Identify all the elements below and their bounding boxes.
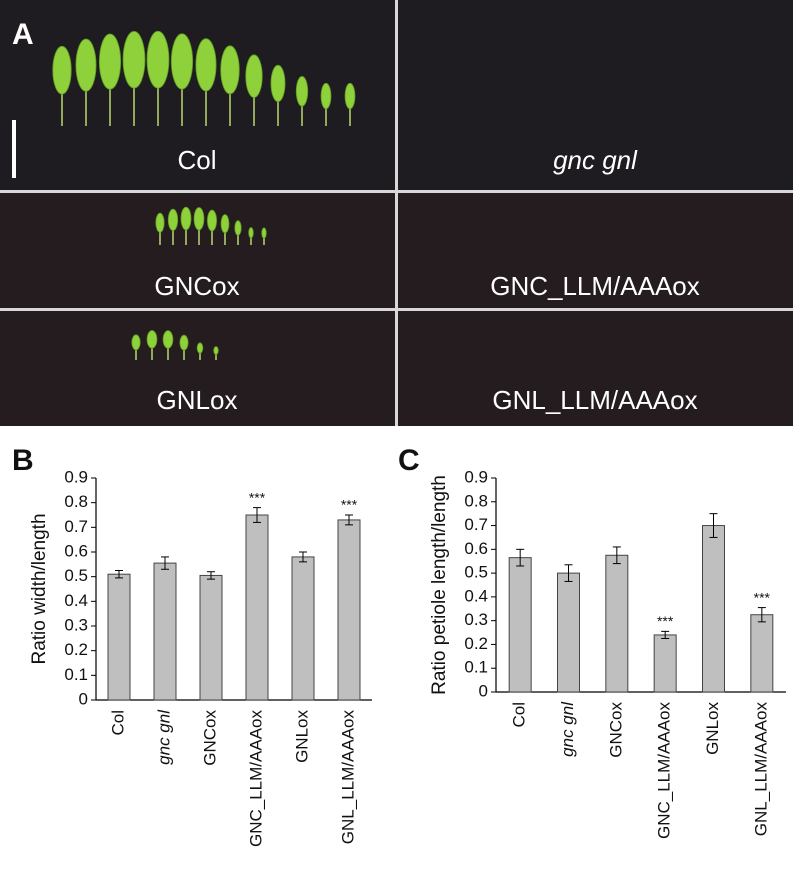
- bar: [653, 634, 677, 693]
- leaf: [234, 220, 242, 236]
- bar: [702, 525, 725, 693]
- leaf: [155, 212, 165, 233]
- y-tick-label: 0.2: [464, 634, 488, 653]
- bar: [245, 514, 269, 701]
- y-tick-label: 0.4: [464, 586, 488, 605]
- y-axis-label: Ratio width/length: [29, 513, 50, 664]
- leaf: [167, 208, 179, 232]
- panel-letter: C: [398, 444, 420, 477]
- x-tick-label: gnc gnl: [558, 701, 577, 757]
- y-tick-label: 0.5: [464, 563, 488, 582]
- leaf: [162, 330, 174, 349]
- panel-caption: Col: [177, 145, 216, 175]
- bar: [199, 574, 223, 701]
- y-tick-label: 0.3: [464, 610, 488, 629]
- panel-caption: GNCox: [154, 271, 239, 301]
- panel-caption: gnc gnl: [553, 145, 638, 175]
- y-tick-label: 0.1: [464, 658, 488, 677]
- y-tick-label: 0.4: [64, 591, 88, 610]
- x-tick-label: gnc gnl: [154, 709, 173, 765]
- panel-caption: GNC_LLM/AAAox: [490, 271, 700, 301]
- photo-panel: [0, 311, 395, 426]
- leaf: [122, 30, 146, 89]
- leaf: [170, 33, 194, 90]
- y-tick-label: 0.8: [464, 491, 488, 510]
- significance: ***: [754, 589, 771, 605]
- panel-letter: B: [12, 444, 34, 477]
- leaf: [270, 64, 286, 103]
- leaf: [146, 330, 158, 349]
- leaf: [196, 342, 204, 354]
- photo-panel: [398, 193, 793, 308]
- photo-panel: [398, 311, 793, 426]
- leaf: [213, 346, 219, 356]
- y-tick-label: 0.1: [64, 665, 88, 684]
- x-tick-label: GNLox: [292, 710, 311, 763]
- bar: [153, 562, 177, 701]
- leaf: [131, 334, 141, 351]
- leaf: [75, 38, 97, 92]
- x-tick-label: GNC_LLM/AAAox: [246, 710, 265, 847]
- leaf: [98, 33, 122, 90]
- panel-caption: GNLox: [157, 385, 238, 415]
- y-tick-label: 0.8: [64, 492, 88, 511]
- panel-caption: GNL_LLM/AAAox: [492, 385, 697, 415]
- y-tick-label: 0.6: [64, 541, 88, 560]
- leaf: [146, 30, 170, 89]
- bar: [291, 556, 315, 701]
- bar: [605, 554, 629, 693]
- y-tick-label: 0.5: [64, 566, 88, 585]
- leaf: [220, 45, 240, 95]
- x-tick-label: GNL_LLM/AAAox: [338, 710, 357, 845]
- x-tick-label: GNCox: [606, 702, 625, 758]
- y-tick-label: 0.6: [464, 539, 488, 558]
- leaf: [261, 227, 267, 239]
- leaf: [320, 82, 332, 110]
- x-tick-label: GNC_LLM/AAAox: [655, 702, 674, 839]
- leaf: [180, 206, 192, 231]
- significance: ***: [249, 489, 266, 505]
- leaf: [195, 38, 217, 92]
- x-tick-label: GNCox: [200, 710, 219, 766]
- x-tick-label: GNL_LLM/AAAox: [751, 702, 770, 837]
- leaf: [344, 82, 356, 110]
- bar: [557, 572, 580, 693]
- significance: ***: [341, 497, 358, 513]
- x-tick-label: Col: [108, 710, 127, 736]
- leaf: [248, 227, 254, 239]
- leaf: [179, 334, 189, 351]
- leaf: [220, 214, 230, 234]
- y-tick-label: 0.9: [64, 467, 88, 486]
- panel-letter: A: [12, 18, 34, 51]
- bar: [508, 557, 532, 693]
- photo-panel: [398, 0, 793, 190]
- bar: [750, 614, 774, 693]
- y-tick-label: 0.9: [464, 467, 488, 486]
- leaf: [52, 45, 72, 95]
- x-tick-label: Col: [510, 702, 529, 728]
- leaf: [245, 54, 263, 98]
- y-tick-label: 0.7: [64, 517, 88, 536]
- x-tick-label: GNLox: [703, 702, 722, 755]
- leaf: [193, 207, 205, 231]
- y-axis-label: Ratio petiole length/length: [429, 475, 450, 695]
- bar: [107, 573, 131, 701]
- leaf: [207, 209, 217, 232]
- y-tick-label: 0: [79, 689, 88, 708]
- y-tick-label: 0.7: [464, 515, 488, 534]
- y-tick-label: 0: [479, 681, 488, 700]
- y-tick-label: 0.3: [64, 615, 88, 634]
- y-tick-label: 0.2: [64, 640, 88, 659]
- bar: [337, 519, 361, 701]
- leaf: [295, 76, 309, 107]
- significance: ***: [657, 613, 674, 629]
